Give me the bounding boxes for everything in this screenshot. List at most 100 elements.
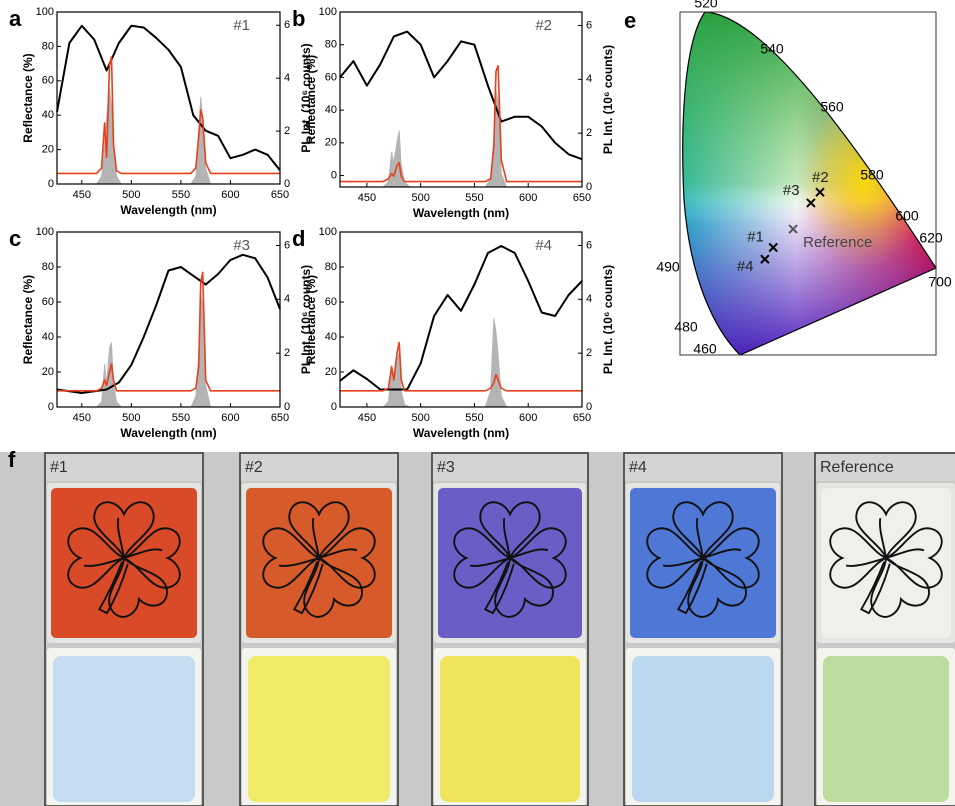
sample-name: Reference (820, 459, 894, 476)
y2-tick-label: 6 (586, 19, 592, 31)
cie-frame (679, 11, 937, 356)
x-tick-label: 500 (122, 412, 140, 424)
pl-line (57, 271, 280, 392)
locus-label: 490 (656, 259, 680, 275)
locus-label: 580 (860, 167, 884, 183)
plot-frame (56, 11, 281, 185)
panel-label: f (8, 447, 16, 472)
y2-tick-label: 0 (284, 401, 290, 413)
panel-label: d (292, 226, 305, 251)
y2-tick-label: 4 (284, 72, 290, 84)
x-tick-label: 500 (411, 192, 429, 204)
x-tick-label: 450 (73, 189, 91, 201)
y-tick-label: 80 (325, 261, 337, 273)
x-tick-label: 600 (221, 412, 239, 424)
x-tick-label: 550 (465, 412, 483, 424)
x-axis-label: Wavelength (nm) (413, 206, 509, 220)
pl-reference-area (57, 88, 280, 185)
point-label: Reference (803, 234, 872, 251)
chromaticity-point (788, 224, 798, 234)
reflectance-line (339, 245, 583, 391)
y-tick-label: 100 (36, 226, 54, 238)
y-tick-label: 60 (42, 296, 54, 308)
y2-tick-label: 2 (284, 125, 290, 137)
x-tick-label: 450 (358, 412, 376, 424)
y-tick-label: 0 (48, 178, 54, 190)
locus-label: 700 (928, 274, 952, 290)
y2-axis-label: PL Int. (10⁶ counts) (299, 43, 313, 152)
x-tick-label: 600 (221, 189, 239, 201)
panel-label: a (9, 6, 22, 31)
photo-bottom (632, 656, 774, 802)
y-tick-label: 80 (42, 261, 54, 273)
locus-label: 540 (760, 41, 784, 57)
y-tick-label: 100 (319, 6, 337, 18)
y-tick-label: 20 (325, 137, 337, 149)
x-tick-label: 450 (358, 192, 376, 204)
photo-frame (814, 452, 955, 806)
annotation: #3 (233, 237, 250, 254)
photo-bottom (823, 656, 949, 802)
x-tick-label: 500 (122, 189, 140, 201)
x-tick-label: 500 (411, 412, 429, 424)
y2-tick-label: 0 (284, 178, 290, 190)
y-axis-label: Reflectance (%) (21, 53, 35, 142)
x-tick-label: 650 (271, 412, 289, 424)
y-tick-label: 20 (42, 144, 54, 156)
annotation: #1 (233, 17, 250, 34)
photo-header (624, 453, 782, 481)
x-tick-label: 550 (465, 192, 483, 204)
point-label: #1 (747, 228, 764, 245)
locus-label: 480 (674, 319, 698, 335)
x-tick-label: 550 (172, 412, 190, 424)
y-tick-label: 40 (325, 331, 337, 343)
y2-tick-label: 4 (586, 73, 592, 85)
y-tick-label: 60 (42, 75, 54, 87)
photo-bottom (440, 656, 580, 802)
locus-label: 620 (919, 230, 943, 246)
x-tick-label: 600 (519, 192, 537, 204)
y2-tick-label: 2 (586, 127, 592, 139)
locus-label: 600 (895, 208, 919, 224)
locus-label: 520 (694, 0, 718, 11)
cie-locus (682, 11, 937, 356)
y-tick-label: 0 (48, 401, 54, 413)
y-tick-label: 60 (325, 296, 337, 308)
photo-frame (431, 452, 589, 806)
photo-frame (239, 452, 399, 806)
y-tick-label: 0 (331, 169, 337, 181)
y-tick-label: 0 (331, 401, 337, 413)
pl-line (340, 341, 582, 392)
y2-tick-label: 6 (284, 239, 290, 251)
pl-line (57, 56, 280, 175)
chromaticity-point (768, 242, 778, 253)
y-axis-label: Reflectance (%) (304, 275, 318, 364)
reflectance-line (339, 30, 583, 161)
x-tick-label: 450 (73, 412, 91, 424)
photo-header (815, 453, 955, 481)
reflectance-line (56, 24, 281, 171)
y-axis-label: Reflectance (%) (21, 275, 35, 364)
y-tick-label: 20 (42, 366, 54, 378)
panel-label: c (9, 226, 21, 251)
y-tick-label: 40 (42, 109, 54, 121)
y2-tick-label: 0 (586, 181, 592, 193)
x-axis-label: Wavelength (nm) (120, 426, 216, 440)
sample-name: #2 (245, 459, 263, 476)
photo-header (240, 453, 398, 481)
photo-frame (44, 452, 204, 806)
chromaticity-point (815, 187, 825, 197)
y-tick-label: 100 (319, 226, 337, 238)
sample-name: #1 (50, 459, 68, 476)
plot-frame (339, 11, 583, 188)
point-label: #3 (783, 182, 800, 199)
sample-name: #3 (437, 459, 455, 476)
y2-tick-label: 2 (284, 347, 290, 359)
x-axis-label: Wavelength (nm) (120, 203, 216, 217)
reflectance-line (56, 253, 281, 394)
point-label: #2 (812, 169, 829, 186)
photo-frame (623, 452, 783, 806)
y-tick-label: 60 (325, 71, 337, 83)
pl-line (340, 65, 582, 183)
